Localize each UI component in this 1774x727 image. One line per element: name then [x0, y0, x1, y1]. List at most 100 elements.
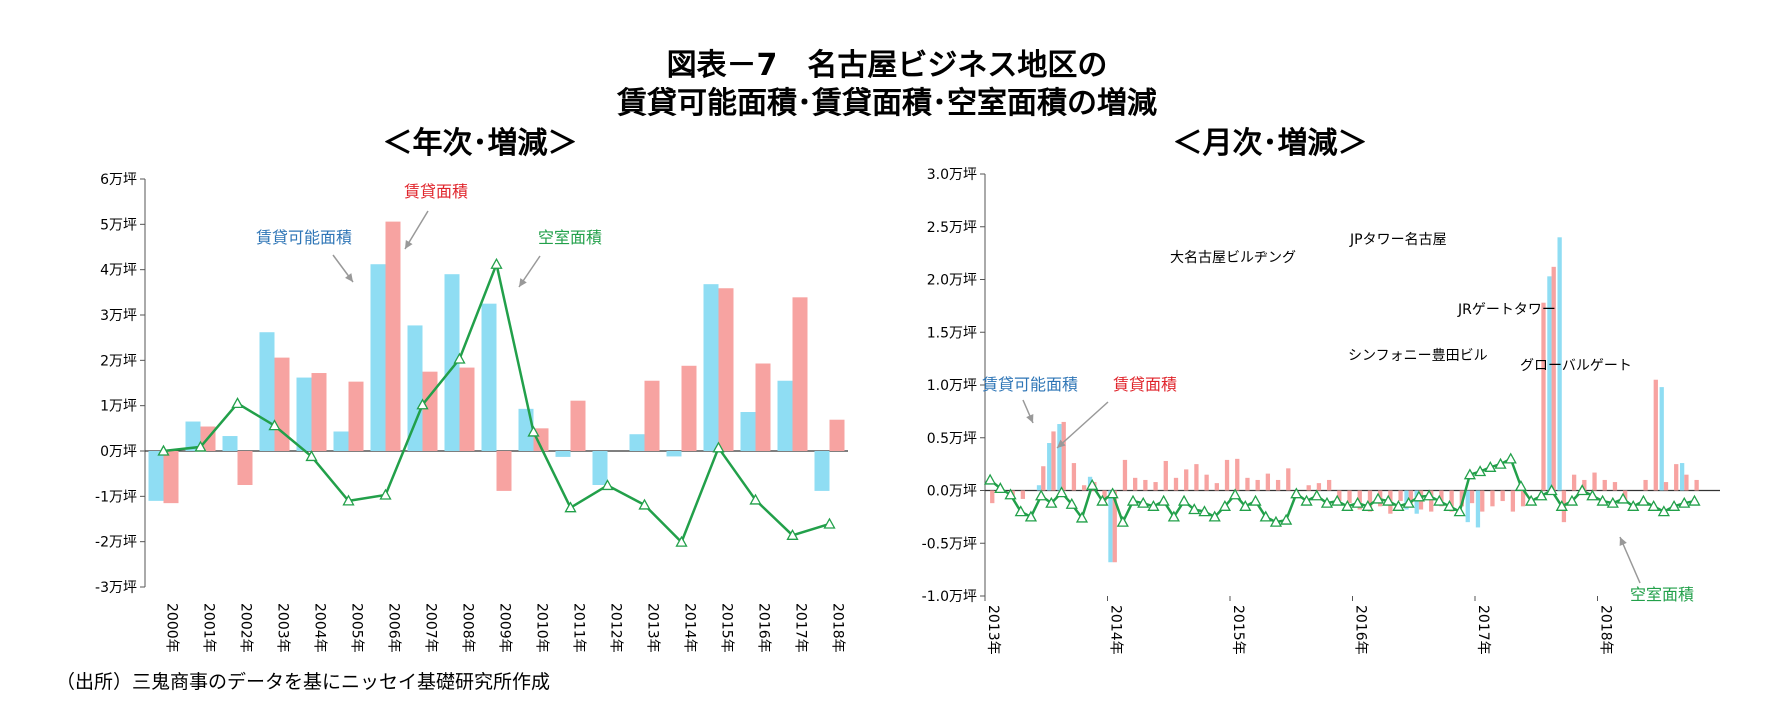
monthly-y-tick-label: -0.5万坪 — [922, 536, 977, 552]
annual-label-leased: 賃貸面積 — [404, 182, 468, 201]
monthly-bar-leased — [1449, 490, 1454, 512]
monthly-x-tick-label: 2014年 — [1108, 605, 1124, 655]
monthly-bar-leased — [1051, 431, 1056, 491]
annual-y-tick-label: -1万坪 — [95, 489, 137, 505]
monthly-point-vacant — [1269, 515, 1283, 527]
annual-bar-leased — [570, 400, 586, 451]
monthly-bar-leased — [1663, 482, 1669, 491]
monthly-label-building: JPタワー名古屋 — [1349, 232, 1447, 248]
monthly-bar-leased — [1367, 490, 1373, 512]
annual-bar-leased — [311, 373, 327, 451]
monthly-y-tick-label: 0.5万坪 — [927, 431, 977, 447]
monthly-bar-available — [1475, 490, 1481, 528]
monthly-label-building: 大名古屋ビルヂング — [1170, 250, 1296, 266]
monthly-y-tick-label: 1.0万坪 — [927, 378, 977, 394]
annual-point-vacant — [786, 528, 799, 540]
annual-x-tick-label: 2018年 — [830, 603, 846, 653]
annual-x-tick-label: 2004年 — [312, 603, 328, 653]
annual-point-vacant — [712, 441, 725, 453]
annual-bar-available — [185, 421, 201, 451]
annual-bar-available — [592, 451, 608, 485]
annual-x-tick-label: 2014年 — [682, 603, 698, 653]
monthly-label-vacant: 空室面積 — [1630, 585, 1694, 604]
monthly-point-vacant — [1086, 478, 1099, 490]
monthly-bar-leased — [1520, 490, 1526, 507]
monthly-point-vacant — [1351, 496, 1364, 508]
monthly-point-vacant — [1239, 499, 1252, 511]
monthly-arrow-leased — [1056, 401, 1109, 449]
monthly-point-vacant — [1014, 505, 1027, 517]
monthly-point-vacant — [1075, 511, 1089, 523]
monthly-point-vacant — [1514, 479, 1528, 491]
monthly-label-leased: 賃貸面積 — [1113, 375, 1177, 394]
annual-bar-leased — [496, 451, 512, 491]
monthly-bar-leased — [1306, 485, 1311, 491]
annual-x-tick-label: 2010年 — [534, 603, 550, 653]
monthly-bar-leased — [1071, 463, 1077, 491]
monthly-point-vacant — [1422, 489, 1436, 501]
monthly-bar-leased — [1469, 490, 1475, 504]
annual-x-tick-label: 2008年 — [460, 603, 476, 653]
monthly-bar-leased — [1102, 490, 1107, 502]
annual-x-tick-label: 2000年 — [164, 603, 180, 653]
annual-bar-available — [407, 325, 423, 451]
monthly-point-vacant — [1647, 499, 1660, 511]
annual-bar-leased — [237, 451, 253, 485]
annual-x-tick-label: 2002年 — [238, 603, 254, 653]
monthly-point-vacant — [1310, 489, 1323, 501]
annual-y-tick-label: -3万坪 — [95, 580, 137, 596]
monthly-bar-leased — [1510, 490, 1516, 512]
monthly-point-vacant — [1576, 484, 1589, 496]
monthly-bar-leased — [1255, 479, 1260, 491]
monthly-bar-available — [1047, 443, 1052, 491]
monthly-point-vacant — [1065, 497, 1078, 509]
monthly-bar-leased — [1612, 482, 1618, 491]
monthly-bar-available — [1414, 490, 1419, 514]
annual-point-vacant — [527, 425, 540, 437]
annual-point-vacant — [305, 450, 318, 462]
monthly-chart-subtitle: ＜月次･増減＞ — [1172, 126, 1368, 161]
annual-x-tick-label: 2006年 — [386, 603, 402, 653]
annual-bar-available — [740, 412, 756, 451]
monthly-point-vacant — [1473, 465, 1487, 477]
source-note: （出所）三鬼商事のデータを基にニッセイ基礎研究所作成 — [56, 671, 551, 693]
annual-y-tick-label: 2万坪 — [100, 353, 137, 369]
annual-bar-leased — [459, 367, 475, 451]
monthly-bar-leased — [1275, 479, 1281, 491]
annual-arrow-leased-head — [405, 240, 413, 249]
annual-point-vacant — [490, 257, 503, 269]
monthly-bar-leased — [1316, 483, 1322, 491]
annual-y-tick-label: 6万坪 — [100, 172, 137, 188]
annual-x-tick-label: 2011年 — [571, 603, 587, 653]
annual-x-tick-label: 2005年 — [349, 603, 365, 653]
monthly-point-vacant — [1280, 513, 1293, 525]
monthly-bar-leased — [1602, 479, 1607, 491]
monthly-bar-leased — [1500, 490, 1505, 502]
monthly-point-vacant — [1688, 494, 1701, 506]
annual-bar-available — [814, 451, 830, 491]
monthly-point-vacant — [1300, 494, 1313, 506]
monthly-x-tick-label: 2018年 — [1598, 605, 1614, 655]
annual-bar-leased — [718, 288, 734, 451]
monthly-bar-leased — [1551, 266, 1556, 491]
monthly-bar-leased — [1061, 421, 1066, 491]
monthly-x-tick-label: 2015年 — [1230, 605, 1246, 655]
monthly-bar-leased — [1081, 485, 1087, 491]
monthly-point-vacant — [1525, 494, 1538, 506]
monthly-y-tick-label: 3.0万坪 — [927, 167, 977, 183]
monthly-bar-leased — [1133, 477, 1138, 491]
annual-point-vacant — [342, 494, 355, 506]
monthly-arrow-vacant-head — [1619, 537, 1627, 546]
monthly-y-tick-label: 2.5万坪 — [927, 220, 977, 236]
monthly-bar-leased — [1429, 490, 1434, 512]
annual-x-tick-label: 2013年 — [645, 603, 661, 653]
monthly-point-vacant — [1147, 499, 1160, 511]
monthly-bar-available — [1057, 424, 1062, 491]
annual-point-vacant — [601, 479, 614, 491]
monthly-bar-leased — [1694, 479, 1699, 491]
annual-bar-leased — [163, 451, 179, 504]
monthly-point-vacant — [1096, 494, 1109, 506]
annual-x-tick-label: 2009年 — [497, 603, 513, 653]
monthly-bar-leased — [1439, 490, 1444, 507]
